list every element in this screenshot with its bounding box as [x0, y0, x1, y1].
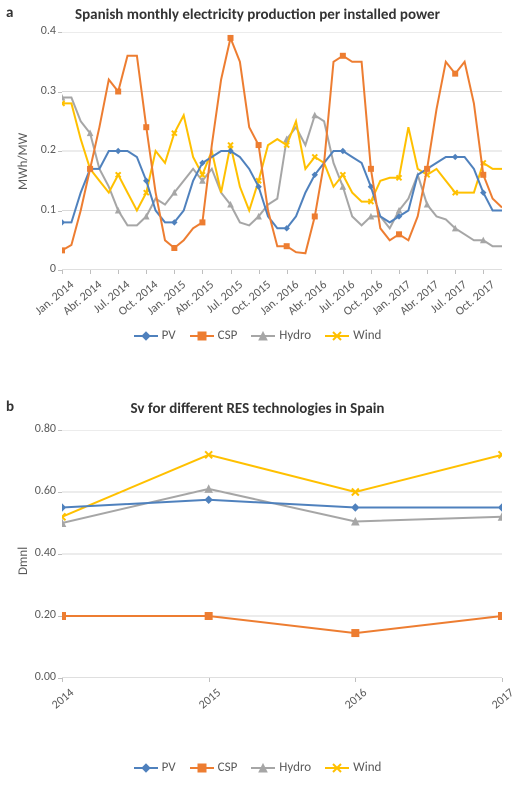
xtick-mark [287, 270, 288, 274]
ytick-label: 0.00 [16, 670, 56, 684]
legend-swatch-pv [134, 762, 158, 774]
chart-b-legend: PV CSP Hydro Wind [0, 760, 515, 775]
xtick-mark [427, 270, 428, 274]
xtick-mark [502, 678, 503, 682]
ytick-label: 0.40 [16, 546, 56, 560]
xtick-label: 2017 [454, 686, 515, 742]
legend-label-pv: PV [162, 328, 176, 343]
xtick-mark [231, 270, 232, 274]
chart-a-ylabel: MWh/MW [16, 133, 31, 190]
ytick-mark [58, 151, 62, 152]
xtick-mark [355, 678, 356, 682]
legend-swatch-pv [134, 330, 158, 342]
chart-a-svg [62, 32, 502, 270]
ytick-label: 0.2 [16, 143, 56, 157]
ytick-mark [58, 32, 62, 33]
ytick-mark [58, 430, 62, 431]
chart-a-title: Spanish monthly electricity production p… [0, 6, 515, 24]
legend-label-wind: Wind [353, 328, 381, 343]
legend-item-pv: PV [134, 760, 176, 775]
legend-swatch-hydro [251, 762, 275, 774]
xtick-mark [483, 270, 484, 274]
legend-label-csp: CSP [218, 760, 238, 775]
legend-label-hydro: Hydro [279, 760, 311, 775]
xtick-mark [399, 270, 400, 274]
xtick-label: 2014 [14, 686, 77, 742]
legend-swatch-hydro [251, 330, 275, 342]
xtick-mark [62, 270, 63, 274]
legend-label-wind: Wind [353, 760, 381, 775]
ytick-mark [58, 554, 62, 555]
ytick-mark [58, 492, 62, 493]
xtick-label: 2015 [161, 686, 224, 742]
xtick-mark [90, 270, 91, 274]
ytick-label: 0.80 [16, 422, 56, 436]
ytick-mark [58, 211, 62, 212]
xtick-label: 2016 [308, 686, 371, 742]
xtick-mark [209, 678, 210, 682]
legend-swatch-csp [190, 762, 214, 774]
legend-item-hydro: Hydro [251, 328, 311, 343]
xtick-mark [259, 270, 260, 274]
xtick-mark [62, 678, 63, 682]
legend-item-hydro: Hydro [251, 760, 311, 775]
legend-label-hydro: Hydro [279, 328, 311, 343]
legend-item-pv: PV [134, 328, 176, 343]
ytick-mark [58, 92, 62, 93]
legend-label-pv: PV [162, 760, 176, 775]
ytick-label: 0 [16, 262, 56, 276]
xtick-mark [343, 270, 344, 274]
chart-a-plot [62, 32, 502, 270]
xtick-mark [371, 270, 372, 274]
xtick-mark [174, 270, 175, 274]
xtick-mark [202, 270, 203, 274]
ytick-label: 0.1 [16, 203, 56, 217]
legend-swatch-wind [325, 330, 349, 342]
chart-b-plot [62, 430, 502, 678]
chart-b-title: Sv for different RES technologies in Spa… [0, 400, 515, 418]
legend-swatch-csp [190, 330, 214, 342]
xtick-mark [315, 270, 316, 274]
chart-b-svg [62, 430, 502, 678]
ytick-mark [58, 616, 62, 617]
legend-item-csp: CSP [190, 760, 238, 775]
legend-label-csp: CSP [218, 328, 238, 343]
xtick-mark [455, 270, 456, 274]
ytick-label: 0.20 [16, 608, 56, 622]
ytick-label: 0.4 [16, 24, 56, 38]
ytick-label: 0.60 [16, 484, 56, 498]
legend-item-wind: Wind [325, 328, 381, 343]
ytick-label: 0.3 [16, 84, 56, 98]
legend-item-wind: Wind [325, 760, 381, 775]
xtick-mark [146, 270, 147, 274]
legend-item-csp: CSP [190, 328, 238, 343]
page: a Spanish monthly electricity production… [0, 0, 515, 804]
chart-a-legend: PV CSP Hydro Wind [0, 328, 515, 343]
xtick-mark [118, 270, 119, 274]
legend-swatch-wind [325, 762, 349, 774]
